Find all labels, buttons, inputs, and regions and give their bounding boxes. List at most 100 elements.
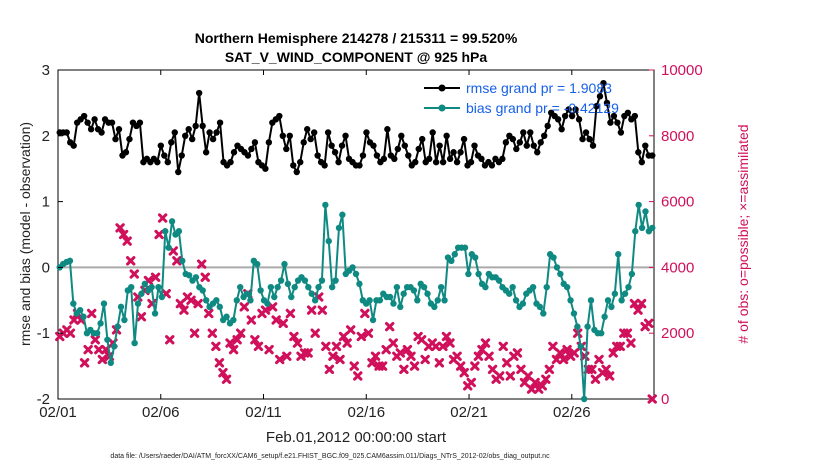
bias-point: [512, 297, 520, 304]
bias-point: [625, 283, 632, 291]
rmse-point: [175, 168, 182, 176]
rmse-point: [488, 162, 496, 169]
bias-point: [155, 283, 162, 291]
x-tick-label: 02/16: [348, 404, 386, 421]
obs-assimilated-point: [79, 358, 90, 368]
rmse-point: [185, 126, 192, 133]
rmse-point: [293, 168, 300, 176]
bias-point: [192, 274, 200, 281]
obs-assimilated-point: [470, 361, 480, 371]
rmse-point: [617, 129, 625, 136]
bias-point: [550, 254, 557, 261]
bias-point: [305, 283, 312, 291]
rmse-point: [202, 149, 210, 156]
obs-assimilated-point: [494, 371, 505, 381]
obs-assimilated-point: [360, 308, 370, 319]
bias-point: [434, 297, 441, 304]
footnote: data file: /Users/raeder/DAI/ATM_forcXX/…: [110, 453, 550, 460]
bias-point: [649, 224, 656, 232]
obs-assimilated-point: [275, 354, 285, 365]
obs-assimilated-point: [530, 377, 540, 388]
bias-point: [237, 283, 244, 291]
obs-assimilated-point: [285, 308, 296, 319]
rmse-point: [112, 135, 119, 143]
rmse-point: [108, 119, 116, 126]
rmse-point: [321, 162, 328, 169]
rmse-point: [373, 152, 381, 159]
obs-assimilated-point: [317, 305, 327, 315]
obs-assimilated-point: [452, 351, 462, 361]
y-right-tick-label: 8000: [661, 128, 694, 145]
bias-point: [635, 201, 642, 209]
rmse-point: [300, 139, 307, 146]
rmse-point: [589, 142, 597, 149]
bias-point: [233, 297, 240, 304]
rmse-point: [84, 119, 91, 126]
y-axis-right-label: # of obs: o=possible; ×=assimilated: [735, 124, 751, 343]
rmse-point: [286, 132, 293, 139]
obs-assimilated-point: [221, 374, 232, 384]
obs-assimilated-point: [626, 338, 636, 348]
obs-assimilated-point: [590, 374, 601, 384]
obs-assimilated-point: [338, 331, 349, 342]
rmse-point: [565, 106, 572, 113]
obs-assimilated-point: [335, 354, 345, 365]
bias-point: [570, 310, 578, 317]
rmse-point: [304, 126, 311, 133]
rmse-point: [384, 126, 391, 133]
obs-assimilated-point: [367, 358, 377, 368]
obs-assimilated-point: [225, 338, 235, 348]
obs-assimilated-point: [385, 321, 395, 332]
bias-point: [76, 306, 84, 314]
rmse-point: [516, 139, 524, 146]
y-tick-label: 0: [42, 259, 50, 276]
rmse-point: [638, 158, 646, 166]
bias-point: [632, 228, 639, 235]
obs-assimilated-point: [420, 354, 430, 365]
rmse-point: [91, 116, 98, 123]
rmse-point: [192, 122, 199, 130]
rmse-point: [582, 129, 590, 136]
rmse-point: [596, 93, 604, 100]
obs-assimilated-point: [236, 328, 246, 338]
obs-assimilated-point: [90, 335, 100, 345]
obs-assimilated-point: [292, 338, 303, 348]
y-axis-right-ticks: 0 2000 4000 6000 8000 10000: [649, 62, 703, 408]
bias-point: [80, 313, 87, 320]
bias-point: [390, 300, 397, 307]
bias-point: [107, 359, 114, 367]
rmse-point: [513, 145, 520, 153]
bias-point: [148, 283, 155, 291]
obs-assimilated-point: [331, 341, 342, 352]
bias-point: [216, 303, 223, 311]
obs-assimilated-point: [289, 331, 299, 342]
obs-assimilated-point: [541, 374, 551, 384]
rmse-point: [328, 142, 335, 149]
bias-point: [584, 323, 591, 330]
bias-point: [257, 287, 264, 294]
obs-assimilated-point: [87, 308, 97, 319]
rmse-point: [63, 129, 70, 136]
bias-point: [540, 310, 547, 317]
obs-assimilated-point: [548, 341, 558, 352]
obs-assimilated-point: [239, 302, 249, 312]
obs-assimilated-point: [150, 272, 161, 282]
rmse-point: [537, 139, 544, 146]
bias-point: [281, 260, 288, 268]
legend: rmse grand pr = 1.9083 bias grand pr = -…: [424, 80, 619, 116]
bias-point: [557, 270, 564, 278]
obs-assimilated-point: [345, 325, 356, 335]
obs-assimilated-point: [165, 335, 175, 345]
obs-assimilated-point: [608, 348, 618, 358]
y-axis-left-ticks: -2 -1 0 1 2 3: [37, 62, 63, 408]
rmse-point: [342, 132, 349, 139]
rmse-point: [168, 139, 175, 146]
obs-assimilated-point: [519, 377, 530, 388]
rmse-point: [600, 79, 607, 87]
rmse-point: [530, 142, 537, 149]
obs-assimilated-point: [118, 229, 129, 240]
obs-assimilated-point: [321, 341, 331, 352]
rmse-point: [509, 135, 517, 143]
obs-assimilated-point: [271, 315, 281, 325]
obs-assimilated-point: [214, 358, 225, 368]
